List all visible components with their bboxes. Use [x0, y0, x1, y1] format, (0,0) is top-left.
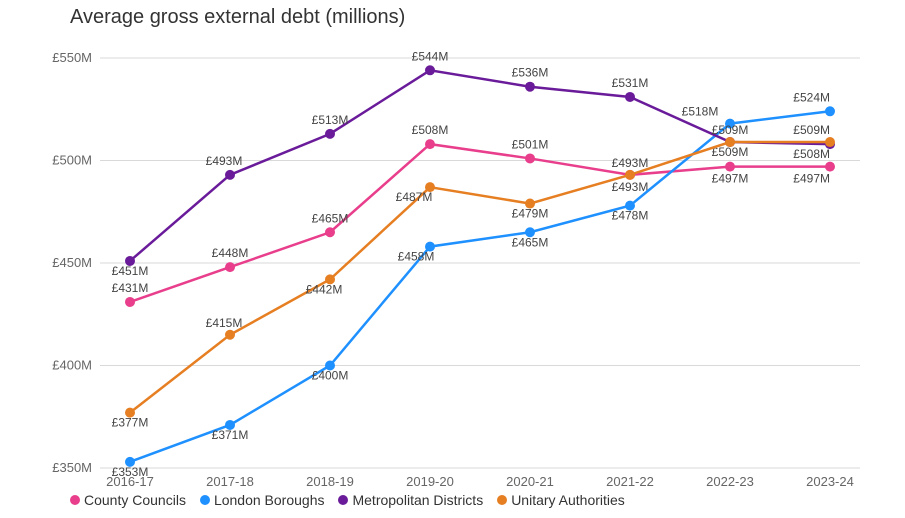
chart-title: Average gross external debt (millions) — [70, 6, 405, 29]
data-label: £531M — [612, 76, 649, 90]
legend-dot-icon — [200, 495, 210, 505]
legend-dot-icon — [497, 495, 507, 505]
data-point — [725, 137, 735, 147]
data-label: £431M — [112, 281, 149, 295]
data-label: £478M — [612, 209, 649, 223]
x-tick-label: 2017-18 — [206, 474, 254, 489]
data-label: £536M — [512, 66, 549, 80]
data-label: £448M — [212, 246, 249, 260]
data-point — [525, 82, 535, 92]
data-label: £544M — [412, 49, 449, 63]
data-point — [725, 162, 735, 172]
chart-container: Average gross external debt (millions) £… — [0, 0, 905, 518]
legend-item: County Councils — [70, 492, 186, 508]
data-label: £479M — [512, 207, 549, 221]
data-point — [425, 65, 435, 75]
x-tick-label: 2018-19 — [306, 474, 354, 489]
legend-item: London Boroughs — [200, 492, 325, 508]
data-label: £513M — [312, 113, 349, 127]
legend-label: County Councils — [84, 492, 186, 508]
data-point — [625, 170, 635, 180]
data-point — [425, 139, 435, 149]
data-point — [825, 106, 835, 116]
y-tick-label: £550M — [52, 50, 92, 65]
x-tick-label: 2022-23 — [706, 474, 754, 489]
legend-label: Metropolitan Districts — [352, 492, 483, 508]
data-label: £497M — [793, 172, 830, 186]
data-label: £501M — [512, 137, 549, 151]
legend-item: Metropolitan Districts — [338, 492, 483, 508]
data-label: £451M — [112, 264, 149, 278]
data-point — [225, 262, 235, 272]
data-point — [825, 162, 835, 172]
data-point — [525, 153, 535, 163]
data-label: £377M — [112, 416, 149, 430]
data-label: £508M — [793, 147, 830, 161]
legend-dot-icon — [70, 495, 80, 505]
data-label: £465M — [312, 211, 349, 225]
data-label: £493M — [612, 156, 649, 170]
x-tick-label: 2020-21 — [506, 474, 554, 489]
data-label: £400M — [312, 369, 349, 383]
x-tick-label: 2023-24 — [806, 474, 854, 489]
legend-label: Unitary Authorities — [511, 492, 625, 508]
data-label: £353M — [112, 465, 149, 479]
data-label: £524M — [793, 90, 830, 104]
data-point — [325, 129, 335, 139]
data-label: £371M — [212, 428, 249, 442]
data-point — [625, 92, 635, 102]
y-tick-label: £450M — [52, 255, 92, 270]
data-label: £465M — [512, 235, 549, 249]
y-tick-label: £400M — [52, 358, 92, 373]
data-point — [225, 330, 235, 340]
data-point — [125, 297, 135, 307]
data-point — [825, 137, 835, 147]
data-label: £415M — [206, 316, 243, 330]
data-point — [325, 227, 335, 237]
legend-item: Unitary Authorities — [497, 492, 625, 508]
data-label: £509M — [793, 123, 830, 137]
data-point — [225, 170, 235, 180]
line-chart: £350M£400M£450M£500M£550M2016-172017-182… — [30, 38, 880, 498]
x-tick-label: 2019-20 — [406, 474, 454, 489]
legend-label: London Boroughs — [214, 492, 325, 508]
data-label: £442M — [306, 282, 343, 296]
data-label: £493M — [612, 180, 649, 194]
y-tick-label: £350M — [52, 460, 92, 475]
data-label: £509M — [712, 123, 749, 137]
legend-dot-icon — [338, 495, 348, 505]
data-label: £497M — [712, 172, 749, 186]
data-label: £458M — [398, 250, 435, 264]
x-tick-label: 2021-22 — [606, 474, 654, 489]
data-label: £487M — [396, 190, 433, 204]
data-label: £508M — [412, 123, 449, 137]
y-tick-label: £500M — [52, 153, 92, 168]
data-label: £518M — [682, 105, 719, 119]
chart-legend: County Councils London Boroughs Metropolit… — [70, 492, 625, 508]
data-label: £493M — [206, 154, 243, 168]
